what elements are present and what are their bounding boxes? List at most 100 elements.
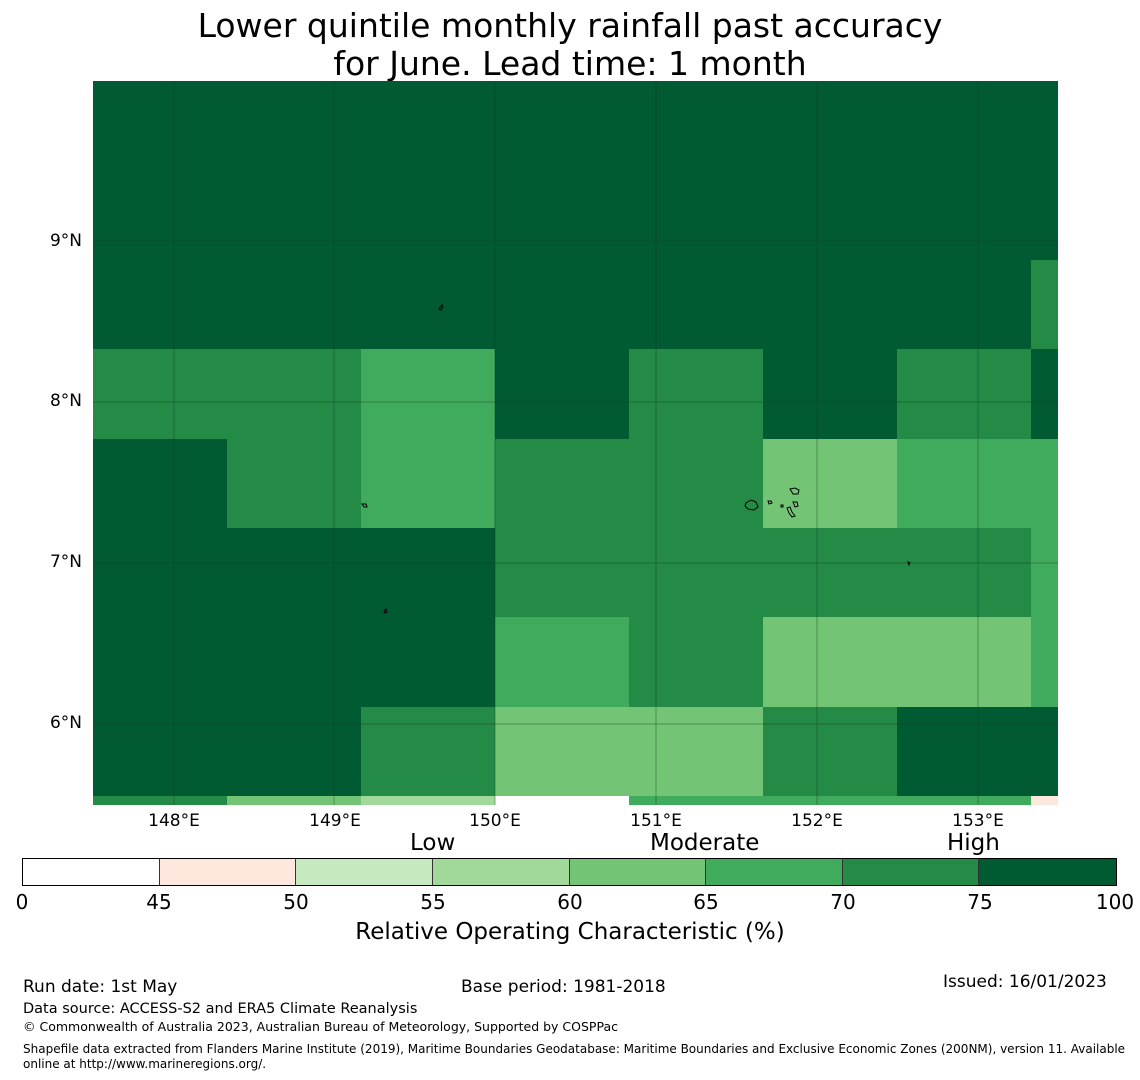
- colorbar-tick-45: 45: [146, 890, 172, 914]
- island-outline: [767, 500, 773, 505]
- island-outline: [789, 487, 800, 495]
- colorbar-tick-65: 65: [693, 890, 719, 914]
- map-cell: [227, 439, 361, 528]
- lat-label-6n: 6°N: [49, 713, 82, 733]
- map-cell: [361, 796, 495, 805]
- map-cell: [1031, 528, 1058, 617]
- map-title-line-2: for June. Lead time: 1 month: [333, 44, 807, 83]
- island-outline: [438, 304, 444, 311]
- map-cell: [629, 81, 763, 260]
- data-source: Data source: ACCESS-S2 and ERA5 Climate …: [23, 1001, 418, 1017]
- lon-label-152e: 152°E: [791, 811, 843, 831]
- map-cell: [897, 796, 1031, 805]
- category-label-low: Low: [410, 830, 456, 856]
- category-label-moderate: Moderate: [650, 830, 760, 856]
- map-cell: [93, 707, 227, 796]
- map-cell: [227, 707, 361, 796]
- colorbar-segment-65-70: [706, 859, 843, 885]
- lon-label-149e: 149°E: [309, 811, 361, 831]
- colorbar-tick-0: 0: [15, 890, 29, 914]
- map-cell: [897, 81, 1031, 260]
- map-cell: [361, 707, 495, 796]
- lat-label-7n: 7°N: [49, 552, 82, 572]
- lon-label-148e: 148°E: [148, 811, 200, 831]
- lon-label-151e: 151°E: [630, 811, 682, 831]
- lat-label-9n: 9°N: [49, 231, 82, 251]
- colorbar: [22, 858, 1117, 886]
- map-cell: [629, 796, 763, 805]
- colorbar-tick-100: 100: [1095, 890, 1135, 914]
- island-outline: [744, 499, 759, 511]
- map-cell: [495, 439, 629, 528]
- island-outline: [383, 608, 388, 614]
- map-cell: [495, 707, 629, 796]
- issued-date: Issued: 16/01/2023: [943, 972, 1107, 992]
- map-cell: [629, 349, 763, 439]
- map-cell: [1031, 439, 1058, 528]
- map-cell: [361, 81, 495, 260]
- map-cell: [1031, 707, 1058, 796]
- colorbar-segment-0-45: [23, 859, 160, 885]
- map-cell: [361, 260, 495, 349]
- colorbar-tick-60: 60: [557, 890, 583, 914]
- map-cell: [763, 81, 897, 260]
- map-cell: [495, 617, 629, 707]
- map-cell: [495, 796, 629, 805]
- colorbar-axis-title: Relative Operating Characteristic (%): [355, 919, 785, 945]
- map-cell: [763, 260, 897, 349]
- map-cell: [227, 81, 361, 260]
- map-cell: [763, 528, 897, 617]
- map-cell: [763, 617, 897, 707]
- colorbar-segment-75-100: [979, 859, 1116, 885]
- island-outline: [907, 561, 911, 567]
- colorbar-segment-50-55: [296, 859, 433, 885]
- map-cell: [897, 349, 1031, 439]
- map-cell: [1031, 349, 1058, 439]
- lon-label-150e: 150°E: [469, 811, 521, 831]
- map-cell: [93, 617, 227, 707]
- colorbar-segment-55-60: [432, 859, 570, 885]
- island-outline: [361, 503, 368, 508]
- map-cell: [897, 439, 1031, 528]
- lon-label-153e: 153°E: [952, 811, 1004, 831]
- map-cell: [763, 349, 897, 439]
- map-cell: [1031, 260, 1058, 349]
- map-cell: [629, 528, 763, 617]
- map-cell: [227, 796, 361, 805]
- map-cell: [361, 439, 495, 528]
- colorbar-tick-50: 50: [283, 890, 309, 914]
- island-outline: [780, 504, 784, 508]
- map-cell: [629, 439, 763, 528]
- category-label-high: High: [947, 830, 1000, 856]
- map-cell: [361, 617, 495, 707]
- colorbar-tick-55: 55: [420, 890, 446, 914]
- island-outline: [786, 506, 796, 518]
- map-cell: [495, 260, 629, 349]
- map-cell: [629, 707, 763, 796]
- copyright-notice: © Commonwealth of Australia 2023, Austra…: [23, 1019, 618, 1034]
- map-cell: [1031, 81, 1058, 260]
- map-cell: [361, 349, 495, 439]
- map-cell: [897, 617, 1031, 707]
- colorbar-segment-45-50: [159, 859, 297, 885]
- map-cell: [495, 81, 629, 260]
- map-cell: [897, 528, 1031, 617]
- map-cell: [93, 796, 227, 805]
- map-cell: [629, 617, 763, 707]
- map-cell: [495, 528, 629, 617]
- map-cell: [495, 349, 629, 439]
- map-cell: [227, 349, 361, 439]
- map-cell: [763, 707, 897, 796]
- map-cell: [361, 528, 495, 617]
- base-period: Base period: 1981-2018: [461, 977, 666, 997]
- colorbar-tick-75: 75: [967, 890, 993, 914]
- map-cell: [93, 528, 227, 617]
- run-date: Run date: 1st May: [23, 977, 178, 997]
- map-cell: [227, 528, 361, 617]
- map-cell: [629, 260, 763, 349]
- colorbar-segment-60-65: [569, 859, 707, 885]
- map-title-line-1: Lower quintile monthly rainfall past acc…: [197, 6, 943, 45]
- colorbar-segment-70-75: [842, 859, 980, 885]
- map-cell: [93, 260, 227, 349]
- lat-label-8n: 8°N: [49, 391, 82, 411]
